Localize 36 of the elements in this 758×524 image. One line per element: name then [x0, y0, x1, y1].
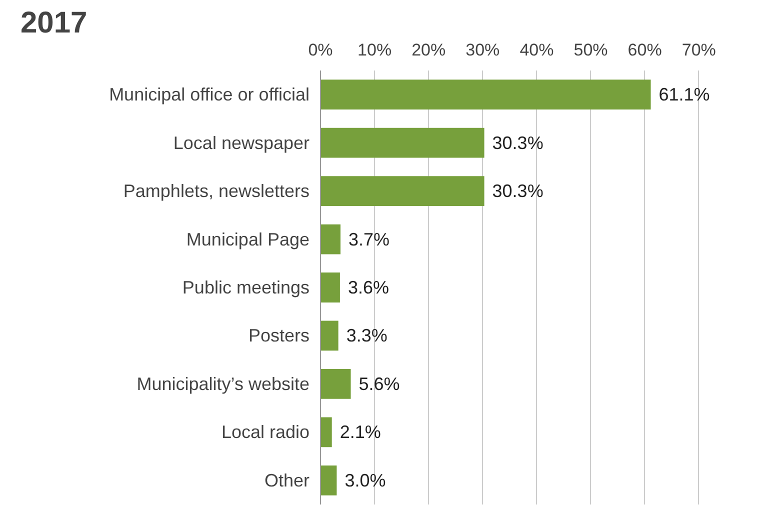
- bar: [320, 417, 332, 448]
- y-tick-label: Local newspaper: [173, 132, 310, 153]
- x-tick-label: 30%: [466, 40, 500, 60]
- data-label: 3.7%: [348, 229, 390, 250]
- bar: [320, 80, 651, 110]
- bar: [320, 224, 340, 254]
- x-tick-label: 10%: [358, 40, 392, 60]
- bar: [320, 320, 338, 351]
- data-label: 2.1%: [340, 422, 381, 442]
- data-label: 30.3%: [492, 132, 544, 153]
- bar: [320, 465, 337, 496]
- text: 2017: [20, 6, 88, 40]
- data-label: 3.6%: [348, 278, 389, 298]
- x-tick-label: 60%: [628, 40, 662, 60]
- y-tick-label: Pamphlets, newsletters: [123, 181, 310, 202]
- bar: [320, 176, 484, 206]
- y-tick-label: Municipality’s website: [136, 374, 310, 394]
- x-tick-label: 20%: [412, 40, 446, 60]
- data-label: 30.3%: [492, 181, 544, 202]
- y-tick-label: Local radio: [221, 422, 310, 442]
- x-tick-label: 70%: [682, 40, 716, 60]
- bar: [320, 128, 484, 158]
- y-tick-label: Public meetings: [182, 278, 310, 298]
- y-tick-label: Posters: [248, 326, 310, 346]
- x-tick-label: 40%: [520, 40, 554, 60]
- bar: [320, 368, 351, 399]
- x-tick-label: 50%: [574, 40, 608, 60]
- data-label: 61.1%: [658, 84, 710, 105]
- y-tick-label: Municipal office or official: [109, 84, 310, 105]
- data-label: 5.6%: [358, 374, 400, 394]
- bar: [320, 272, 340, 302]
- y-tick-label: Other: [264, 470, 310, 490]
- x-tick-label: 0%: [308, 40, 333, 60]
- data-label: 3.0%: [344, 470, 386, 490]
- y-tick-label: Municipal Page: [186, 229, 310, 250]
- data-label: 3.3%: [346, 326, 388, 346]
